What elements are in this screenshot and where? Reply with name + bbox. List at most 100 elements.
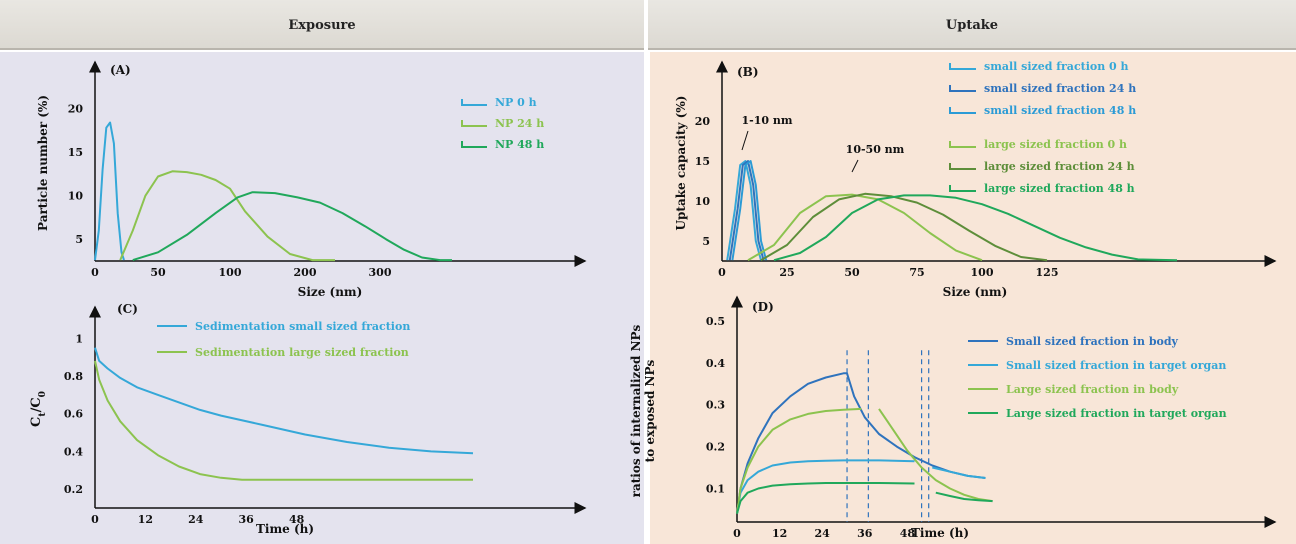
x-tick-label: 48 [289,513,305,526]
y-tick-label: 5 [702,235,710,248]
x-axis-label-b: Size (nm) [943,285,1008,299]
legend-marker [949,185,976,192]
chart-d: (D) 0 12 24 36 48 0.1 0.2 0.3 0.4 0.5 Time (h) ratio… [629,295,1277,540]
series-line-large-sized-fraction-in-target-organ [736,482,915,514]
panel-label-a: (A) [110,63,131,77]
series-line-large-sized-fraction-0-h [747,193,983,262]
legend-marker [949,85,976,92]
series-line-sedimentation-small-sized-fraction [94,347,474,455]
legend-label-large-sized-fraction-in-body: Large sized fraction in body [1006,383,1179,396]
series-line-small-sized-fraction-0-h [726,160,762,261]
x-tick-label: 36 [857,527,873,540]
exposure-title: Exposure [288,18,356,33]
y-tick-label: 0.6 [64,408,83,421]
x-tick-label: 48 [900,527,916,540]
y-tick-label: 0.4 [706,357,725,370]
x-tick-label: 12 [772,527,787,540]
y-axis-label-b: Uptake capacity (%) [674,96,688,231]
y-tick-label: 0.2 [64,483,83,496]
y-axis-label-c: Ct/C0 [29,391,48,427]
uptake-title: Uptake [945,18,999,33]
y-axis-label-a: Particle number (%) [36,95,50,231]
legend-label-large-sized-fraction-in-target-organ: Large sized fraction in target organ [1006,407,1227,420]
y-tick-label: 0.8 [64,370,83,383]
y-axis-label-d: ratios of internalized NPsto exposed NPs [629,324,657,497]
y-tick-label: 0.1 [706,482,725,495]
y-tick-label: 5 [75,233,83,246]
series-line-small-sized-fraction-48-h [731,160,768,261]
y-tick-label: 20 [695,115,711,128]
y-tick-label: 15 [68,146,83,159]
x-tick-label: 0 [733,527,741,540]
legend-label-np-0-h: NP 0 h [495,96,537,109]
panel-label-c: (C) [117,302,138,316]
uptake-panel [650,52,1296,544]
series-line-np-0-h [94,121,125,261]
exposure-panel [0,52,644,544]
uptake-header: Uptake [648,0,1296,50]
x-tick-label: 300 [369,266,392,279]
legend-label-sedimentation-large-sized-fraction: Sedimentation large sized fraction [195,346,409,359]
legend-label-large-sized-fraction-48-h: large sized fraction 48 h [984,182,1135,195]
x-tick-label: 125 [1036,266,1059,279]
x-tick-label: 50 [150,266,166,279]
x-tick-label: 50 [844,266,860,279]
legend-label-sedimentation-small-sized-fraction: Sedimentation small sized fraction [195,320,410,333]
legend-marker [461,99,487,106]
y-tick-label: 15 [695,155,710,168]
legend-marker [461,141,487,148]
legend-label-small-sized-fraction-48-h: small sized fraction 48 h [984,104,1136,117]
x-tick-label: 24 [815,527,831,540]
series-line-large-sized-fraction-24-h [760,192,1048,262]
chart-a: (A) 0 50 100 200 300 5 10 15 20 Size (nm) Particle … [36,60,587,299]
x-tick-label: 75 [909,266,924,279]
y-tick-label: 0.5 [706,315,725,328]
annotation-1-10-nm: 1-10 nm [742,114,793,127]
series-line-large-sized-fraction-in-body [878,408,993,503]
annotation-pointer [741,130,749,151]
y-tick-label: 20 [68,103,84,116]
series-line-np-48-h [132,191,452,262]
x-tick-label: 36 [239,513,255,526]
series-line-small-sized-fraction-in-target-organ [736,459,915,514]
series-line-sedimentation-large-sized-fraction [94,360,473,481]
panel-label-d: (D) [752,300,774,314]
legend-marker [949,163,976,170]
legend-label-small-sized-fraction-24-h: small sized fraction 24 h [984,82,1136,95]
x-axis-label-c: Time (h) [256,522,314,536]
legend-marker [461,120,487,127]
x-axis-label-d: Time (h) [911,526,969,540]
x-tick-label: 0 [91,266,99,279]
x-tick-label: 25 [779,266,794,279]
x-tick-label: 0 [718,266,726,279]
x-tick-label: 100 [971,266,994,279]
x-tick-label: 200 [294,266,317,279]
x-axis-label-a: Size (nm) [298,285,363,299]
y-tick-label: 0.3 [706,399,725,412]
legend-marker [949,107,976,114]
y-tick-label: 0.4 [64,445,83,458]
legend-label-large-sized-fraction-0-h: large sized fraction 0 h [984,138,1127,151]
annotation-pointer [851,159,859,173]
series-line-small-sized-fraction-24-h [728,160,765,261]
legend-label-small-sized-fraction-in-body: Small sized fraction in body [1006,335,1179,348]
legend-label-small-sized-fraction-in-target-organ: Small sized fraction in target organ [1006,359,1226,372]
series-line-small-sized-fraction-in-body [736,372,986,514]
x-tick-label: 24 [188,513,204,526]
y-tick-label: 10 [68,190,84,203]
legend-label-np-24-h: NP 24 h [495,117,544,130]
legend-label-np-48-h: NP 48 h [495,138,544,151]
series-line-large-sized-fraction-in-target-organ [935,491,993,503]
series-line-np-24-h [119,170,335,262]
series-line-large-sized-fraction-in-body [736,407,862,514]
exposure-header: Exposure [0,0,644,50]
x-tick-label: 100 [219,266,242,279]
chart-c: (C) 0 12 24 36 48 0.2 0.4 0.6 0.8 1 Time (h) Ct/C0 Se… [29,302,587,536]
y-tick-label: 1 [75,332,83,345]
legend-label-large-sized-fraction-24-h: large sized fraction 24 h [984,160,1135,173]
series-line-large-sized-fraction-48-h [773,194,1178,262]
x-tick-label: 12 [138,513,153,526]
y-tick-label: 10 [695,195,711,208]
annotation-10-50-nm: 10-50 nm [846,143,905,156]
